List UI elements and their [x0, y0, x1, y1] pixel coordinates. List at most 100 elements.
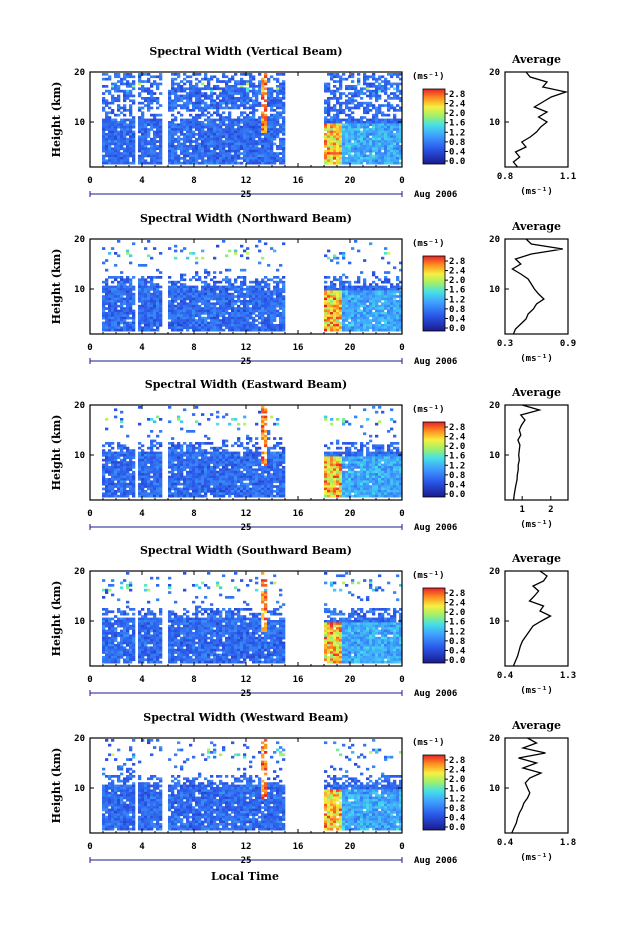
- heatmap-cell: [210, 101, 214, 105]
- heatmap-cell: [150, 449, 154, 452]
- heatmap-cell: [171, 437, 175, 440]
- heatmap-cell: [129, 82, 133, 86]
- heatmap-cell: [105, 451, 109, 455]
- heatmap-cell: [342, 307, 346, 310]
- heatmap-cell: [270, 87, 274, 91]
- heatmap-cell: [216, 128, 220, 131]
- heatmap-cell: [366, 300, 370, 303]
- heatmap-cell: [156, 456, 160, 460]
- heatmap-cell: [156, 152, 160, 155]
- heatmap-cell: [333, 89, 337, 93]
- heatmap-cell: [279, 142, 283, 146]
- heatmap-cell: [102, 480, 106, 484]
- heatmap-cell: [222, 94, 226, 98]
- heatmap-cell: [369, 75, 373, 79]
- heatmap-cell: [333, 316, 337, 320]
- x-tick-label: 16: [293, 176, 304, 186]
- heatmap-cell: [174, 454, 178, 457]
- heatmap-cell: [324, 316, 328, 320]
- heatmap-cell: [351, 118, 355, 122]
- heatmap-cell: [114, 316, 118, 320]
- heatmap-cell: [156, 87, 160, 91]
- heatmap-cell: [114, 302, 118, 306]
- heatmap-cell: [102, 295, 106, 298]
- heatmap-cell: [129, 328, 133, 332]
- heatmap-cell: [213, 125, 217, 129]
- heatmap-cell: [327, 159, 331, 163]
- heatmap-cell: [183, 326, 187, 330]
- heatmap-cell: [120, 292, 124, 296]
- heatmap-cell: [324, 85, 328, 88]
- heatmap-cell: [183, 302, 187, 306]
- heatmap-cell: [399, 324, 403, 327]
- heatmap-cell: [180, 123, 184, 127]
- heatmap-cell: [216, 157, 220, 160]
- heatmap-cell: [189, 118, 193, 122]
- heatmap-cell: [153, 82, 157, 86]
- heatmap-cell: [129, 297, 133, 301]
- heatmap-cell: [282, 309, 286, 313]
- heatmap-cell: [210, 152, 214, 155]
- heatmap-cell: [381, 89, 385, 93]
- heatmap-cell: [195, 420, 199, 424]
- heatmap-cell: [141, 113, 145, 117]
- heatmap-cell: [240, 268, 244, 272]
- heatmap-cell: [396, 300, 400, 303]
- heatmap-cell: [108, 456, 112, 460]
- heatmap-cell: [102, 482, 106, 486]
- heatmap-cell: [144, 135, 148, 139]
- heatmap-cell: [204, 309, 208, 313]
- heatmap-cell: [186, 135, 190, 139]
- heatmap-cell: [372, 157, 376, 160]
- heatmap-cell: [144, 485, 148, 488]
- heatmap-cell: [156, 324, 160, 327]
- heatmap-cell: [327, 302, 331, 306]
- heatmap-cell: [276, 326, 280, 330]
- heatmap-cell: [204, 324, 208, 327]
- heatmap-cell: [231, 125, 235, 129]
- heatmap-cell: [228, 111, 232, 115]
- heatmap-cell: [138, 406, 142, 409]
- heatmap-cell: [153, 309, 157, 313]
- heatmap-cell: [114, 309, 118, 313]
- heatmap-cell: [126, 278, 130, 282]
- heatmap-cell: [228, 283, 232, 286]
- heatmap-cell: [171, 328, 175, 332]
- heatmap-cell: [171, 77, 175, 81]
- heatmap-cell: [228, 326, 232, 330]
- heatmap-cell: [231, 85, 235, 88]
- heatmap-cell: [384, 92, 388, 95]
- heatmap-cell: [237, 92, 241, 95]
- heatmap-cell: [375, 118, 379, 122]
- heatmap-cell: [105, 285, 109, 289]
- heatmap-cell: [396, 97, 400, 100]
- heatmap-cell: [129, 316, 133, 320]
- heatmap-cell: [156, 118, 160, 122]
- heatmap-cell: [345, 147, 349, 151]
- heatmap-cell: [186, 152, 190, 155]
- heatmap-cell: [138, 473, 142, 476]
- heatmap-cell: [351, 295, 355, 298]
- heatmap-cell: [279, 295, 283, 298]
- heatmap-cell: [147, 128, 151, 131]
- heatmap-cell: [195, 326, 199, 330]
- heatmap-cell: [375, 152, 379, 155]
- heatmap-cell: [156, 133, 160, 136]
- heatmap-cell: [192, 101, 196, 105]
- heatmap-cell: [336, 288, 340, 291]
- heatmap-cell: [261, 297, 265, 301]
- heatmap-cell: [264, 142, 268, 146]
- heatmap-cell: [207, 97, 211, 100]
- heatmap-cell: [117, 470, 121, 474]
- heatmap-cell: [108, 316, 112, 320]
- heatmap-cell: [183, 125, 187, 129]
- heatmap-cell: [270, 128, 274, 131]
- heatmap-cell: [102, 468, 106, 472]
- heatmap-cell: [249, 104, 253, 107]
- heatmap-cell: [216, 161, 220, 165]
- heatmap-cell: [123, 444, 127, 448]
- heatmap-cell: [171, 101, 175, 105]
- heatmap-cell: [372, 77, 376, 81]
- heatmap-cell: [228, 314, 232, 318]
- heatmap-cell: [123, 142, 127, 146]
